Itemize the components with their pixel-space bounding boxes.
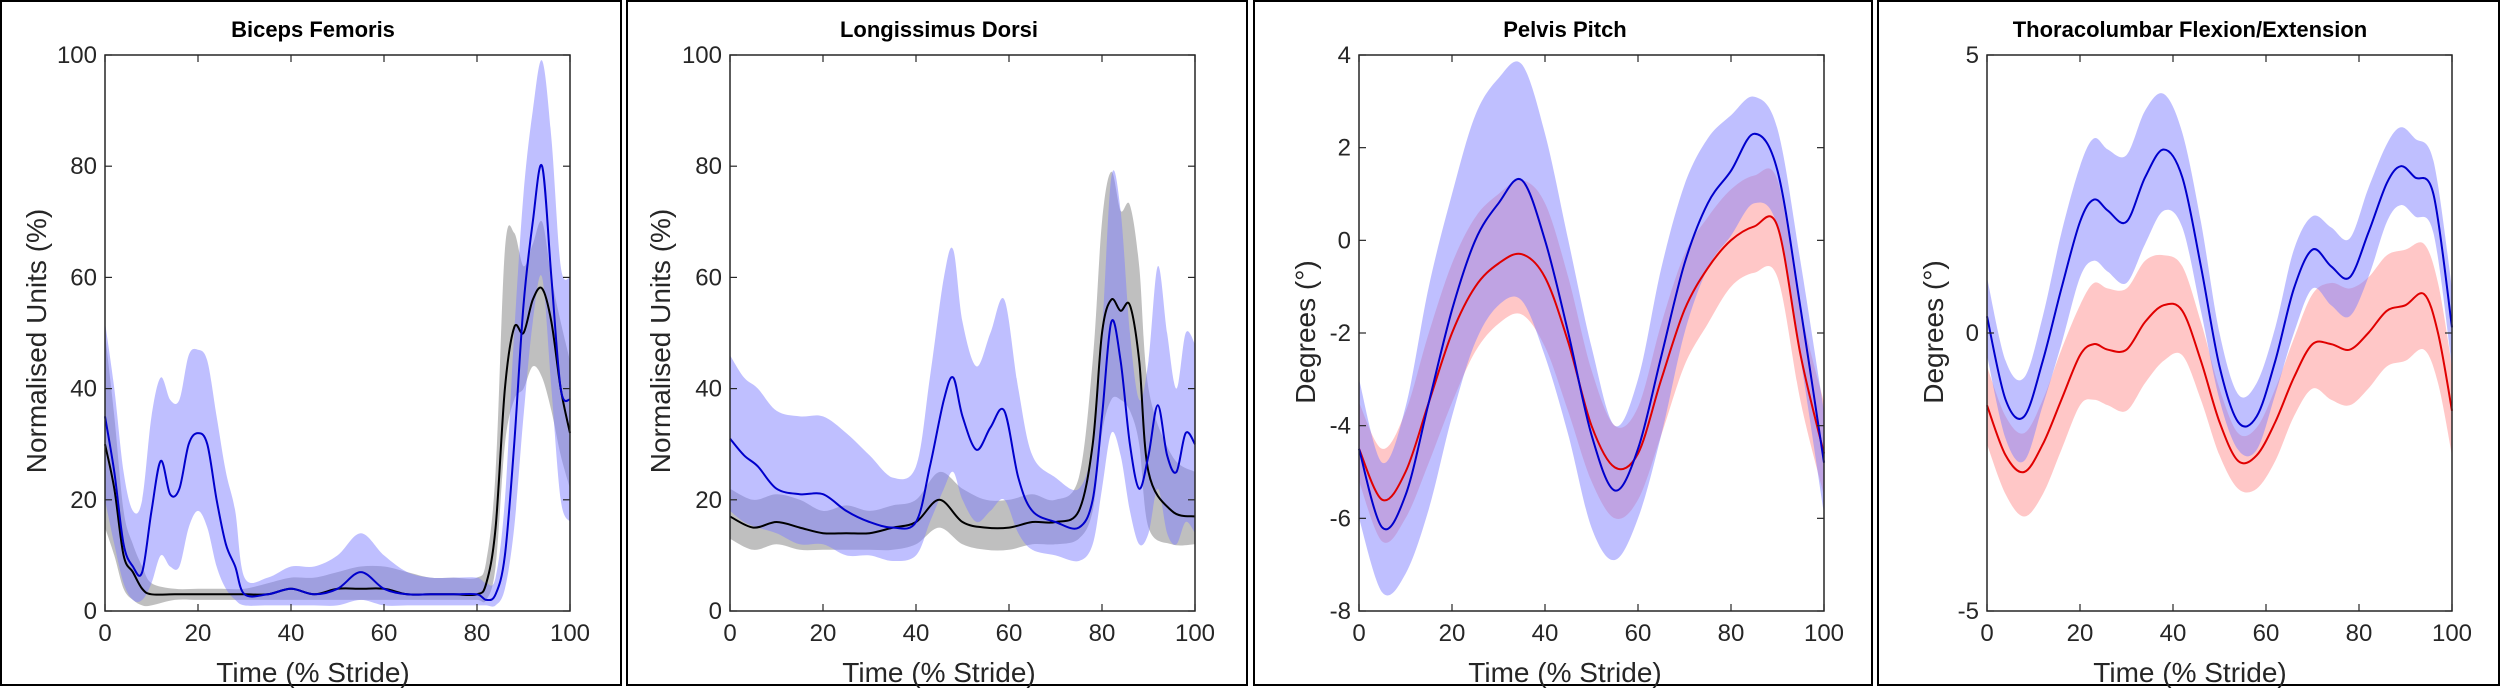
y-tick-label: -2: [1330, 320, 1351, 347]
y-tick-label: 0: [84, 598, 97, 625]
series-line-blue: [104, 163, 571, 602]
series-line-gray: [729, 297, 1196, 535]
y-tick-label: 80: [70, 153, 97, 180]
x-tick-label: 60: [996, 620, 1023, 647]
x-tick-label: 80: [2346, 620, 2373, 647]
x-tick-label: 20: [185, 620, 212, 647]
y-tick-label: 100: [682, 42, 722, 69]
y-tick-label: -8: [1330, 598, 1351, 625]
chart-panel-thoracolumbar-flexion-extension: Thoracolumbar Flexion/Extension Time (% …: [1877, 0, 2500, 688]
y-tick-label: 40: [695, 376, 722, 403]
x-tick-label: 80: [1718, 620, 1745, 647]
y-tick-label: -4: [1330, 413, 1351, 440]
chart-title: Thoracolumbar Flexion/Extension: [2013, 17, 2368, 42]
y-tick-label: 20: [70, 487, 97, 514]
x-tick-label: 100: [1175, 620, 1215, 647]
series-line-blue: [1358, 132, 1825, 531]
x-tick-label: 40: [1532, 620, 1559, 647]
band-blue: [1359, 61, 1824, 596]
chart-title: Longissimus Dorsi: [840, 17, 1038, 42]
x-tick-label: 0: [98, 620, 111, 647]
chart-panel-longissimus-dorsi: Longissimus Dorsi Time (% Stride) Normal…: [626, 0, 1248, 688]
chart-svg: Thoracolumbar Flexion/Extension Time (% …: [1918, 17, 2472, 688]
y-tick-label: 5: [1966, 42, 1979, 69]
x-tick-label: 100: [550, 620, 590, 647]
x-tick-label: 0: [723, 620, 736, 647]
chart-svg: Pelvis Pitch Time (% Stride) Degrees (°)…: [1290, 17, 1844, 688]
x-axis-label: Time (% Stride): [216, 657, 409, 688]
plot-area: 0 20 40 60 80 100-505: [1958, 42, 2472, 647]
y-axis-label: Degrees (°): [1290, 260, 1321, 403]
series-line-blue: [729, 319, 1196, 530]
y-tick-label: 60: [695, 264, 722, 291]
chart-svg: Biceps Femoris Time (% Stride) Normalise…: [21, 17, 590, 688]
series-line-red: [1986, 292, 2453, 474]
band-blue: [105, 60, 570, 607]
chart-title: Pelvis Pitch: [1503, 17, 1627, 42]
plot-area: 0 20 40 60 80 100 0 20 40 60 80 100: [57, 42, 590, 647]
y-axis-label: Normalised Units (%): [645, 209, 676, 474]
y-tick-label: -6: [1330, 505, 1351, 532]
series-line-blue: [1986, 148, 2453, 428]
y-axis-label: Normalised Units (%): [21, 209, 52, 474]
x-tick-label: 40: [278, 620, 305, 647]
x-tick-label: 20: [2067, 620, 2094, 647]
chart-title: Biceps Femoris: [231, 17, 395, 42]
y-tick-label: 0: [1966, 320, 1979, 347]
series-line-gray: [104, 286, 571, 597]
x-tick-label: 0: [1980, 620, 1993, 647]
y-tick-label: 4: [1338, 42, 1351, 69]
x-tick-label: 100: [2432, 620, 2472, 647]
x-axis-label: Time (% Stride): [842, 657, 1035, 688]
x-tick-label: 60: [371, 620, 398, 647]
chart-panel-biceps-femoris: Biceps Femoris Time (% Stride) Normalise…: [0, 0, 622, 688]
band-blue: [1987, 93, 2452, 463]
y-tick-label: 100: [57, 42, 97, 69]
y-tick-label: 80: [695, 153, 722, 180]
y-axis-label: Degrees (°): [1918, 260, 1949, 403]
band-red: [1987, 242, 2452, 517]
axes-frame: [729, 54, 1196, 612]
chart-panel-pelvis-pitch: Pelvis Pitch Time (% Stride) Degrees (°)…: [1253, 0, 1873, 688]
x-tick-label: 100: [1804, 620, 1844, 647]
y-tick-label: 2: [1338, 135, 1351, 162]
y-tick-label: 0: [1338, 227, 1351, 254]
x-tick-label: 0: [1352, 620, 1365, 647]
x-tick-label: 80: [1089, 620, 1116, 647]
x-tick-label: 40: [2160, 620, 2187, 647]
x-axis-label: Time (% Stride): [1468, 657, 1661, 688]
x-tick-label: 80: [464, 620, 491, 647]
band-blue: [730, 170, 1195, 562]
chart-svg: Longissimus Dorsi Time (% Stride) Normal…: [645, 17, 1215, 688]
series-line-red: [1358, 215, 1825, 502]
axes-frame: [104, 54, 571, 612]
x-tick-label: 60: [1625, 620, 1652, 647]
y-tick-label: 60: [70, 264, 97, 291]
y-tick-label: 40: [70, 376, 97, 403]
x-tick-label: 20: [1439, 620, 1466, 647]
x-axis-label: Time (% Stride): [2093, 657, 2286, 688]
y-tick-label: -5: [1958, 598, 1979, 625]
plot-area: 0 20 40 60 80 100 0 20 40 60 80 100: [682, 42, 1215, 647]
x-tick-label: 20: [810, 620, 837, 647]
y-tick-label: 0: [709, 598, 722, 625]
y-tick-label: 20: [695, 487, 722, 514]
x-tick-label: 60: [2253, 620, 2280, 647]
plot-area: 0 20 40 60 80 100 -8 -6 -4 -2 0 2 4: [1330, 42, 1844, 647]
x-tick-label: 40: [903, 620, 930, 647]
